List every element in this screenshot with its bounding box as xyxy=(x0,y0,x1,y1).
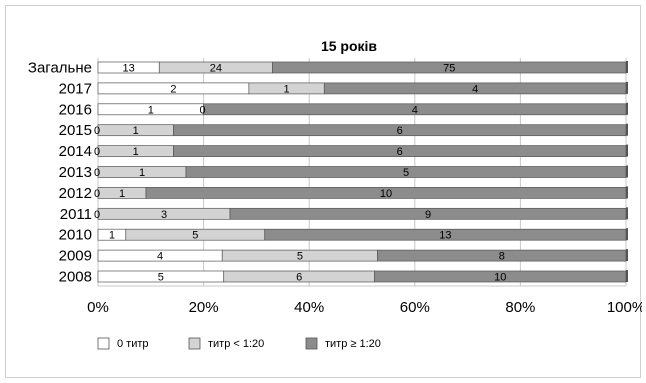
data-label: 6 xyxy=(397,146,403,158)
data-label: 0 xyxy=(94,209,100,221)
bar-end-cap xyxy=(626,228,628,241)
data-label: 0 xyxy=(94,125,100,137)
chart-frame: 15 років Загальне 2017 2016 2015 2014 2013 201… xyxy=(5,5,642,378)
category-labels: Загальне 2017 2016 2015 2014 2013 2012 2011 2010… xyxy=(28,60,92,286)
data-label: 3 xyxy=(161,209,167,221)
category-label: 2014 xyxy=(59,143,92,160)
data-label: 8 xyxy=(499,251,505,263)
legend: 0 титр титр < 1:20 титр ≥ 1:20 xyxy=(97,337,381,350)
category-label: 2017 xyxy=(59,80,92,97)
chart-title: 15 років xyxy=(321,38,377,54)
x-tick-label: 0% xyxy=(87,299,109,316)
data-label: 1 xyxy=(119,188,125,200)
bar-end-cap xyxy=(626,81,628,94)
data-label: 0 xyxy=(94,188,100,200)
category-label: 2009 xyxy=(59,248,92,265)
category-label: 2015 xyxy=(59,122,92,139)
data-label: 75 xyxy=(443,63,455,75)
data-label: 5 xyxy=(403,167,409,179)
data-label: 6 xyxy=(397,125,403,137)
bar-end-cap xyxy=(626,270,628,282)
data-label: 13 xyxy=(439,230,451,242)
category-label: Загальне xyxy=(28,60,92,77)
data-label: 0 xyxy=(200,104,206,116)
data-label: 6 xyxy=(296,272,302,284)
x-tick-label: 40% xyxy=(294,299,324,316)
data-label: 1 xyxy=(133,146,139,158)
data-label: 10 xyxy=(380,188,392,200)
data-label: 2 xyxy=(170,83,176,95)
data-label: 1 xyxy=(109,230,115,242)
data-label: 1 xyxy=(148,104,154,116)
bar-end-cap xyxy=(626,102,628,115)
category-label: 2016 xyxy=(59,101,92,118)
data-label: 0 xyxy=(94,167,100,179)
data-label: 13 xyxy=(123,63,135,75)
data-label: 9 xyxy=(425,209,431,221)
bar-end-cap xyxy=(626,207,628,220)
data-label: 1 xyxy=(133,125,139,137)
legend-label: титр ≥ 1:20 xyxy=(325,338,381,350)
legend-label: титр < 1:20 xyxy=(208,338,264,350)
x-tick-label: 60% xyxy=(400,299,430,316)
data-label: 0 xyxy=(94,146,100,158)
stacked-bar-chart: 15 років Загальне20172016201520142013201… xyxy=(28,38,642,350)
data-label: 24 xyxy=(210,63,222,75)
x-tick-label: 80% xyxy=(505,299,535,316)
bar-end-cap xyxy=(626,144,628,157)
category-label: 2008 xyxy=(59,269,92,286)
data-label: 5 xyxy=(158,272,164,284)
bars xyxy=(97,61,628,283)
category-label: 2012 xyxy=(59,185,92,202)
category-label: 2010 xyxy=(59,227,92,244)
data-label: 4 xyxy=(157,251,163,263)
data-label: 1 xyxy=(284,83,290,95)
data-label: 4 xyxy=(472,83,478,95)
bar-end-cap xyxy=(626,123,628,136)
legend-swatch xyxy=(97,337,110,350)
legend-label: 0 титр xyxy=(117,338,149,350)
bar-end-cap xyxy=(626,249,628,262)
category-label: 2013 xyxy=(59,164,92,181)
data-labels: 13 24 752 1 41 0 40 1 60 1 60 1 50 1 100 3 91 5 134 5 85 6 10 xyxy=(94,63,506,284)
x-tick-label: 100% xyxy=(607,299,642,316)
category-label: 2011 xyxy=(60,206,92,223)
bar-end-cap xyxy=(626,61,628,73)
x-tick-label: 20% xyxy=(189,299,219,316)
data-label: 1 xyxy=(139,167,145,179)
bar-end-cap xyxy=(626,165,628,178)
data-label: 4 xyxy=(412,104,418,116)
x-axis-ticks: 0% 20% 40% 60% 80% 100% xyxy=(87,299,642,316)
bar-end-cap xyxy=(626,186,628,199)
data-label: 5 xyxy=(192,230,198,242)
legend-swatch xyxy=(188,337,201,350)
data-label: 5 xyxy=(297,251,303,263)
data-label: 10 xyxy=(494,272,506,284)
legend-swatch xyxy=(305,337,318,350)
